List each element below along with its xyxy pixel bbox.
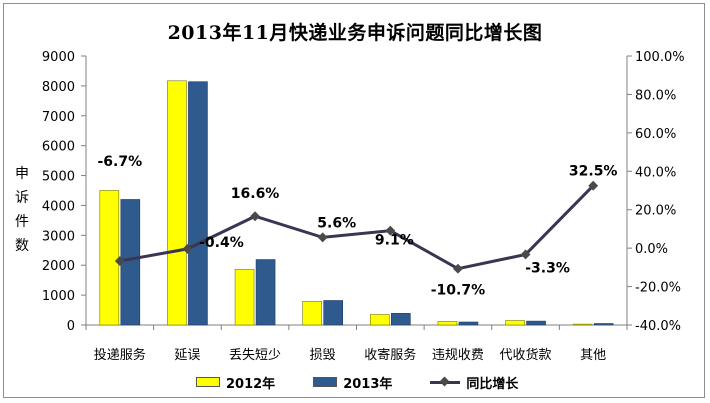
- bar-2013年: [323, 300, 343, 326]
- y-left-tick-label: 0: [67, 319, 75, 334]
- bar-2012年: [302, 301, 322, 326]
- growth-point: [588, 180, 599, 191]
- y-left-tick-label: 9000: [42, 50, 75, 65]
- y-left-tick-label: 3000: [42, 229, 75, 244]
- y-right-tick-label: 0.0%: [635, 242, 668, 257]
- legend-item-2013: 2013年: [313, 373, 392, 392]
- y-left-tick-label: 4000: [42, 199, 75, 214]
- legend-label-2013: 2013年: [343, 376, 393, 392]
- x-tick-label: 收寄服务: [364, 347, 416, 363]
- bar-2012年: [370, 314, 390, 326]
- bar-2012年: [437, 321, 458, 326]
- growth-point: [250, 211, 261, 222]
- plot-area: 0 1000 2000 3000 4000 5000 6000 7000 8000 9000 -40…: [42, 50, 685, 363]
- legend-item-growth: 同比增长: [430, 373, 518, 392]
- growth-point: [385, 225, 396, 236]
- bar-2012年: [167, 80, 187, 326]
- bar-2013年: [458, 321, 479, 326]
- growth-line: [119, 184, 595, 271]
- chart-frame: 2013年11月快递业务申诉问题同比增长图 申诉件数 0 1000 2000 3000…: [3, 3, 705, 398]
- growth-point: [317, 232, 328, 243]
- growth-point: [114, 256, 125, 266]
- y-left-tick-label: 6000: [42, 140, 75, 155]
- legend-item-2012: 2012年: [196, 373, 275, 392]
- bar-2012年: [572, 323, 593, 326]
- growth-data-label: 9.1%: [375, 233, 414, 249]
- legend-swatch-2013: [313, 377, 338, 387]
- bar-2013年: [120, 199, 141, 326]
- y-right-tick-label: 80.0%: [635, 88, 676, 103]
- y-left-tick-label: 5000: [42, 170, 75, 185]
- legend-swatch-2012: [196, 377, 220, 387]
- bar-2013年: [188, 81, 208, 326]
- x-tick-label: 违规收费: [432, 348, 484, 363]
- y-left-tick-label: 1000: [42, 289, 75, 304]
- bar-2013年: [526, 320, 546, 326]
- growth-data-label: -6.7%: [97, 154, 142, 170]
- chart-title: 2013年11月快递业务申诉问题同比增长图: [167, 22, 543, 44]
- y-left-tick-label: 8000: [42, 80, 75, 95]
- bar-2013年: [255, 259, 276, 326]
- x-tick-label: 损毁: [310, 348, 336, 363]
- bar-2012年: [505, 320, 525, 326]
- growth-data-label: 16.6%: [231, 186, 280, 202]
- x-tick-label: 延误: [174, 348, 200, 363]
- x-tick-label: 代收货款: [500, 347, 552, 363]
- legend: 2012年 2013年 同比增长: [196, 372, 556, 392]
- legend-label-2012: 2012年: [226, 376, 276, 392]
- y-right-tick-label: -20.0%: [635, 281, 681, 296]
- growth-point: [452, 263, 463, 274]
- bar-2012年: [234, 269, 255, 326]
- growth-data-label: -0.4%: [199, 235, 244, 251]
- growth-data-label: 32.5%: [569, 164, 618, 180]
- y-right-tick-label: 100.0%: [635, 50, 685, 65]
- y-left-tick-label: 2000: [42, 259, 75, 274]
- growth-data-label: -10.7%: [431, 283, 485, 299]
- bar-2012年: [99, 190, 120, 326]
- legend-swatch-growth: [430, 377, 461, 387]
- bar-2013年: [391, 313, 411, 326]
- growth-data-label: 5.6%: [317, 215, 356, 231]
- y-right-tick-label: -40.0%: [635, 319, 681, 334]
- x-tick-label: 丢失短少: [229, 348, 281, 363]
- legend-label-growth: 同比增长: [466, 376, 519, 392]
- y-axis-label: 申诉件数: [15, 166, 29, 254]
- growth-point: [182, 243, 193, 254]
- y-right-tick-label: 60.0%: [635, 127, 676, 142]
- bar-2013年: [593, 323, 614, 326]
- y-left-tick-label: 7000: [42, 110, 75, 125]
- growth-data-label: -3.3%: [525, 260, 570, 276]
- x-tick-label: 其他: [580, 348, 606, 363]
- x-tick-label: 投递服务: [94, 347, 146, 363]
- y-right-tick-label: 20.0%: [635, 204, 676, 219]
- growth-point: [520, 249, 531, 260]
- y-right-tick-label: 40.0%: [635, 165, 676, 180]
